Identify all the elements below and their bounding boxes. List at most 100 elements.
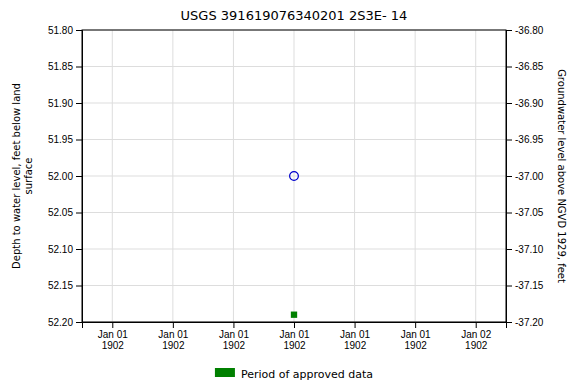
y2-axis-title: Groundwater level above NGVD 1929, feet (556, 69, 567, 283)
y2-tick-mark (506, 322, 512, 323)
y2-tick: -37.15 (506, 280, 544, 291)
title: USGS 391619076340201 2S3E- 14 (181, 8, 408, 23)
y2-tick-mark (506, 213, 512, 214)
y2-tick-mark (506, 67, 512, 68)
y2-tick: -37.10 (506, 244, 544, 255)
y-tick-mark (76, 67, 82, 68)
point (290, 172, 299, 181)
y2-tick-label: -36.80 (515, 25, 544, 36)
y-axis-line (76, 31, 83, 323)
x-tick: Jan 011902 (98, 322, 128, 351)
y-tick-label: 51.85 (48, 61, 73, 72)
y2-tick-label: -37.05 (515, 207, 544, 218)
y2-axis-line (507, 31, 513, 323)
y2-tick-label: -37.15 (515, 280, 544, 291)
y-tick-mark (76, 176, 82, 177)
y-tick-label: 51.95 (48, 134, 73, 145)
plot-frame (82, 30, 506, 322)
y-tick-mark (76, 286, 82, 287)
y-axis: 51.8051.8551.9051.9552.0052.0552.1052.15… (48, 25, 83, 328)
x-tick: Jan 011902 (279, 322, 309, 351)
x-tick: Jan 011902 (340, 322, 370, 351)
x-tick-mark (355, 322, 356, 328)
grid-line-x (294, 30, 295, 322)
x-tick-mark (233, 322, 234, 328)
y-tick-label: 52.15 (48, 280, 73, 291)
y2-tick: -36.90 (506, 98, 544, 109)
y-tick: 51.95 (48, 134, 82, 145)
x-tick-label: Jan 011902 (158, 329, 188, 351)
text-line: 1902 (465, 340, 488, 351)
marks (290, 172, 299, 318)
x-axis: Jan 011902Jan 011902Jan 011902Jan 011902… (83, 322, 507, 351)
text-line: Jan 01 (219, 329, 249, 340)
y-tick-mark (76, 140, 82, 141)
x-tick-mark (173, 322, 174, 328)
point (291, 312, 297, 318)
grid-line-x (475, 30, 476, 322)
text-line: Jan 01 (340, 329, 370, 340)
y2-tick-label: -37.10 (515, 244, 544, 255)
legend-item: Period of approved data (215, 368, 373, 381)
text-line: 1902 (102, 340, 125, 351)
y2-tick-mark (506, 286, 512, 287)
text-line: 1902 (223, 340, 246, 351)
y2-tick-mark (506, 176, 512, 177)
text-line: surface (23, 158, 34, 195)
legend-swatch (215, 368, 235, 377)
y-tick: 51.90 (48, 98, 82, 109)
y-tick-label: 52.20 (48, 317, 73, 328)
y-tick-label: 52.10 (48, 244, 73, 255)
y2-tick: -36.80 (506, 25, 544, 36)
text-line: 1902 (344, 340, 367, 351)
x-tick-mark (294, 322, 295, 328)
x-tick-label: Jan 011902 (340, 329, 370, 351)
x-tick-label: Jan 011902 (401, 329, 431, 351)
y-tick: 52.20 (48, 317, 82, 328)
y2-axis: -36.80 -36.85 -36.90 -36.95 -37.00 -37.05 -37.… (506, 25, 544, 328)
y-tick: 52.10 (48, 244, 82, 255)
x-tick-mark (415, 322, 416, 328)
grid-line-x (354, 30, 355, 322)
y-tick-mark (76, 103, 82, 104)
text-line: Jan 02 (461, 329, 491, 340)
x-axis-line (83, 323, 507, 329)
y-axis-title: Depth to water level, feet below landsur… (11, 83, 34, 269)
y-tick: 51.85 (48, 61, 82, 72)
text-line: 1902 (405, 340, 428, 351)
legend: Period of approved data (215, 368, 373, 381)
grid (82, 30, 506, 322)
text-line: Jan 01 (401, 329, 431, 340)
x-tick-mark (476, 322, 477, 328)
y2-tick-mark (506, 103, 512, 104)
text-line: Jan 01 (98, 329, 128, 340)
y2-tick-mark (506, 140, 512, 141)
grid-line-x (112, 30, 113, 322)
x-tick: Jan 021902 (461, 322, 491, 351)
x-tick-mark (112, 322, 113, 328)
y2-tick-label: -37.20 (515, 317, 544, 328)
chart: Jan 011902Jan 011902Jan 011902Jan 011902… (0, 0, 576, 384)
y-tick: 52.00 (48, 171, 82, 182)
y2-tick-label: -36.90 (515, 98, 544, 109)
x-tick: Jan 011902 (219, 322, 249, 351)
y2-tick: -36.85 (506, 61, 544, 72)
y2-tick: -36.95 (506, 134, 544, 145)
y2-tick: -37.00 (506, 171, 544, 182)
y-tick-label: 51.90 (48, 98, 73, 109)
y2-tick: -37.05 (506, 207, 544, 218)
grid-line-x (172, 30, 173, 322)
y-tick-label: 51.80 (48, 25, 73, 36)
y-tick-mark (76, 249, 82, 250)
series (291, 312, 297, 318)
x-tick: Jan 011902 (401, 322, 431, 351)
legend-label: Period of approved data (241, 368, 373, 381)
y-tick-mark (76, 213, 82, 214)
text-line: 1902 (162, 340, 185, 351)
x-tick-label: Jan 011902 (219, 329, 249, 351)
y-tick-label: 52.00 (48, 171, 73, 182)
y2-tick-mark (506, 30, 512, 31)
text-line: Depth to water level, feet below land (11, 83, 22, 269)
y2-tick-mark (506, 249, 512, 250)
plot: Jan 011902Jan 011902Jan 011902Jan 011902… (48, 25, 544, 351)
